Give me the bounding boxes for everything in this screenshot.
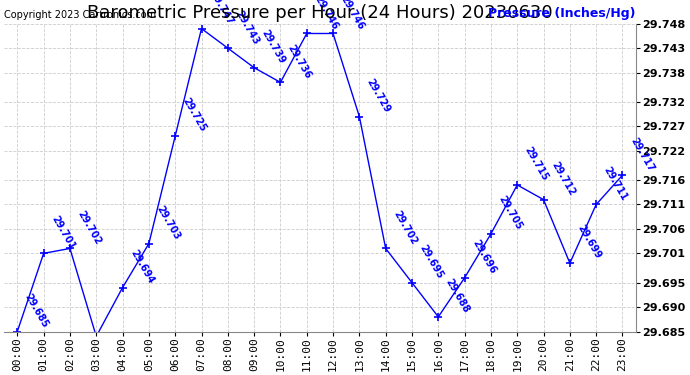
Text: 29.701: 29.701 <box>49 214 77 251</box>
Text: 29.684: 29.684 <box>0 374 1 375</box>
Text: 29.705: 29.705 <box>497 194 524 232</box>
Text: 29.746: 29.746 <box>313 0 339 32</box>
Text: 29.694: 29.694 <box>128 248 155 285</box>
Text: 29.747: 29.747 <box>207 0 235 27</box>
Text: 29.699: 29.699 <box>575 224 603 261</box>
Text: Pressure (Inches/Hg): Pressure (Inches/Hg) <box>488 7 635 20</box>
Text: 29.729: 29.729 <box>365 77 393 114</box>
Text: 29.715: 29.715 <box>523 145 550 183</box>
Text: 29.711: 29.711 <box>602 165 629 202</box>
Text: 29.702: 29.702 <box>391 209 419 246</box>
Text: 29.685: 29.685 <box>23 292 50 329</box>
Text: 29.688: 29.688 <box>444 277 471 315</box>
Text: 29.703: 29.703 <box>155 204 182 242</box>
Text: 29.736: 29.736 <box>286 43 313 80</box>
Text: 29.746: 29.746 <box>339 0 366 32</box>
Title: Barometric Pressure per Hour (24 Hours) 20230630: Barometric Pressure per Hour (24 Hours) … <box>87 4 553 22</box>
Text: 29.743: 29.743 <box>233 9 261 46</box>
Text: 29.702: 29.702 <box>75 209 103 246</box>
Text: 29.739: 29.739 <box>259 28 287 66</box>
Text: Copyright 2023 Cartronics.com: Copyright 2023 Cartronics.com <box>4 10 157 20</box>
Text: 29.717: 29.717 <box>628 135 655 173</box>
Text: 29.725: 29.725 <box>181 96 208 134</box>
Text: 29.695: 29.695 <box>417 243 445 280</box>
Text: 29.712: 29.712 <box>549 160 577 198</box>
Text: 29.696: 29.696 <box>470 238 497 276</box>
